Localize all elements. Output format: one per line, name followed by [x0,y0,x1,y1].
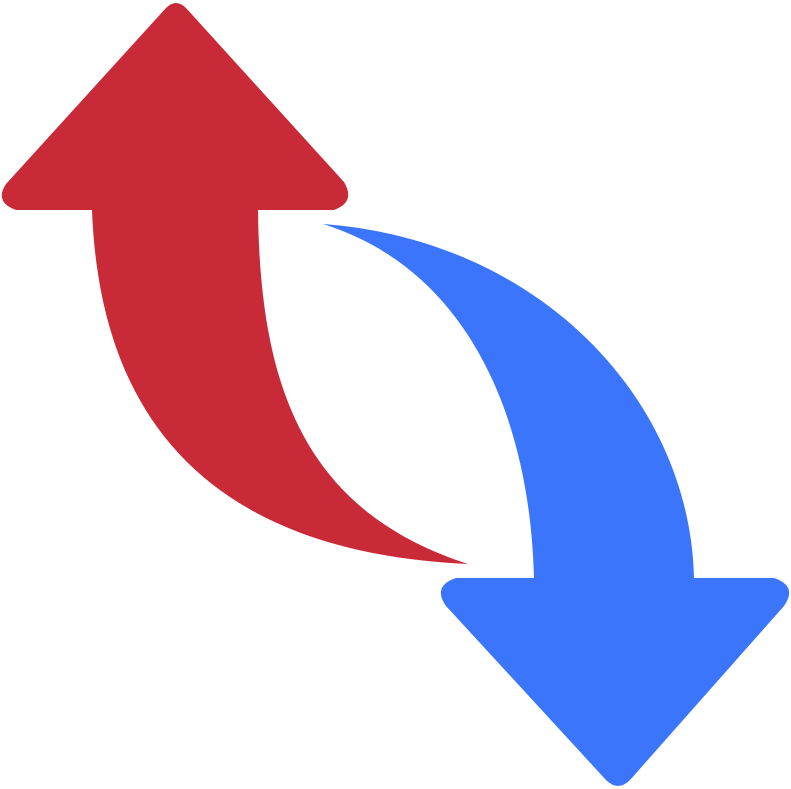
down-arrow-icon [323,224,790,786]
up-arrow-icon [1,3,468,564]
